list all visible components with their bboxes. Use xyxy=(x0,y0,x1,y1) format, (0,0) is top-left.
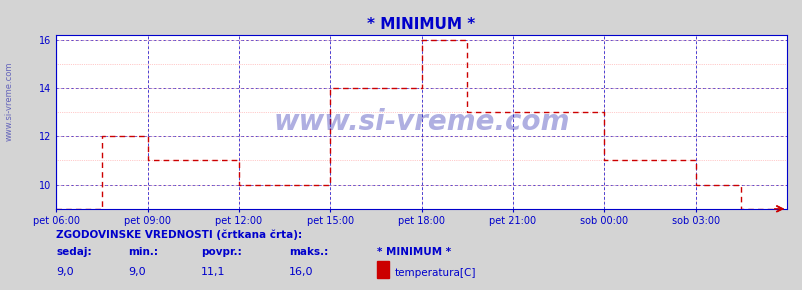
Text: min.:: min.: xyxy=(128,247,158,257)
Text: 11,1: 11,1 xyxy=(200,267,225,278)
Text: temperatura[C]: temperatura[C] xyxy=(395,267,476,278)
Text: 9,0: 9,0 xyxy=(56,267,74,278)
Text: maks.:: maks.: xyxy=(289,247,328,257)
Text: 16,0: 16,0 xyxy=(289,267,314,278)
Text: * MINIMUM *: * MINIMUM * xyxy=(377,247,451,257)
Text: ZGODOVINSKE VREDNOSTI (črtkana črta):: ZGODOVINSKE VREDNOSTI (črtkana črta): xyxy=(56,229,302,240)
Text: povpr.:: povpr.: xyxy=(200,247,241,257)
Text: 9,0: 9,0 xyxy=(128,267,146,278)
Text: sedaj:: sedaj: xyxy=(56,247,91,257)
Text: www.si-vreme.com: www.si-vreme.com xyxy=(273,108,569,136)
Title: * MINIMUM *: * MINIMUM * xyxy=(367,17,475,32)
Text: www.si-vreme.com: www.si-vreme.com xyxy=(5,62,14,141)
